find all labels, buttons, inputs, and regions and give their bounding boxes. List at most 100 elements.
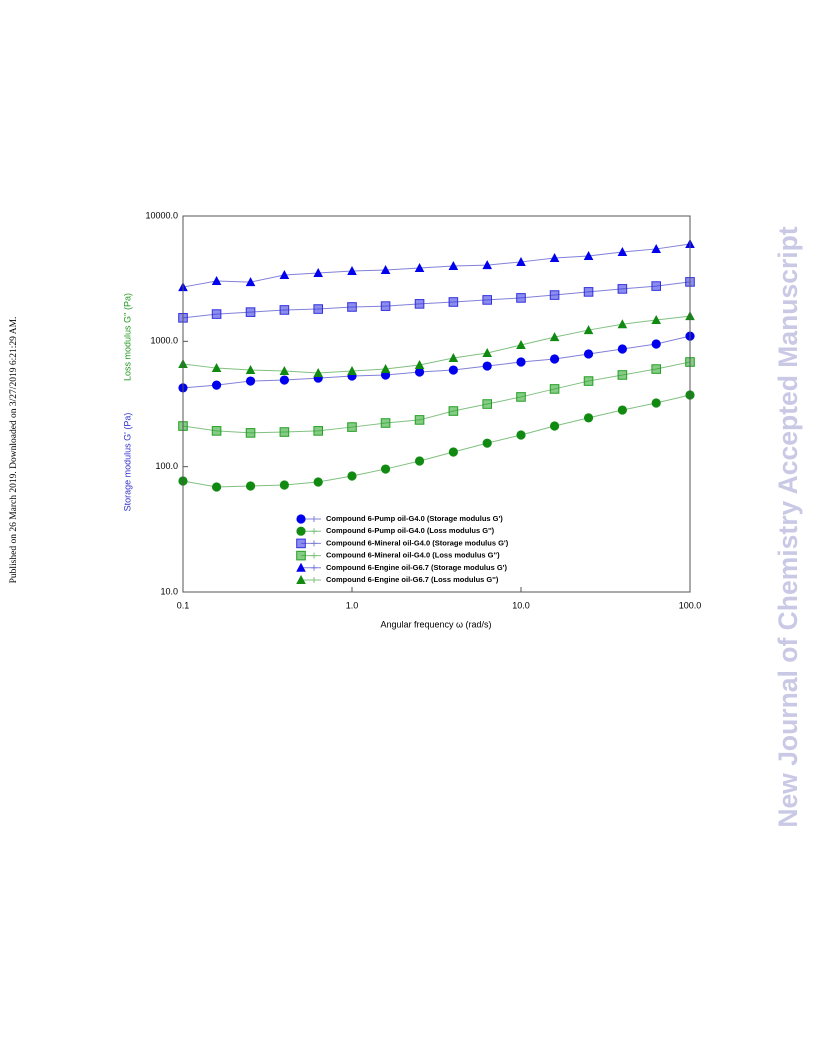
marker bbox=[313, 477, 323, 487]
marker bbox=[245, 277, 256, 287]
marker bbox=[296, 538, 306, 549]
marker bbox=[347, 266, 357, 276]
marker bbox=[617, 247, 628, 257]
marker bbox=[651, 364, 662, 374]
y-tick-label: 1000.0 bbox=[150, 336, 178, 346]
y-axis-title-secondary: Loss modulus G'' (Pa) bbox=[122, 293, 132, 381]
marker bbox=[414, 262, 425, 272]
marker bbox=[448, 406, 459, 416]
marker bbox=[296, 562, 306, 572]
legend-label: Compound 6-Mineral oil-G4.0 (Storage mod… bbox=[326, 538, 509, 547]
marker bbox=[549, 384, 560, 394]
series-line bbox=[182, 243, 691, 288]
legend-label: Compound 6-Engine oil-G6.7 (Storage modu… bbox=[326, 563, 507, 572]
marker bbox=[549, 332, 560, 342]
marker bbox=[296, 575, 306, 584]
marker bbox=[583, 349, 594, 359]
legend-label: Compound 6-Mineral oil-G4.0 (Loss modulu… bbox=[326, 551, 500, 560]
series-line bbox=[182, 315, 691, 374]
marker bbox=[279, 305, 290, 315]
marker bbox=[482, 260, 493, 270]
watermark: New Journal of Chemistry Accepted Manusc… bbox=[773, 226, 803, 827]
legend-plus bbox=[311, 540, 317, 547]
marker bbox=[617, 319, 628, 329]
marker bbox=[651, 398, 661, 408]
y-tick-label: 100.0 bbox=[155, 461, 178, 471]
marker bbox=[380, 301, 391, 311]
marker bbox=[448, 365, 458, 375]
marker bbox=[583, 325, 594, 335]
marker bbox=[617, 405, 627, 415]
marker bbox=[245, 428, 256, 438]
marker bbox=[448, 261, 459, 271]
marker bbox=[651, 314, 662, 324]
marker bbox=[448, 353, 459, 363]
marker bbox=[279, 365, 290, 375]
marker bbox=[482, 399, 493, 409]
legend: Compound 6-Pump oil-G4.0 (Storage modulu… bbox=[296, 514, 509, 584]
marker bbox=[549, 354, 560, 364]
x-tick-label: 1.0 bbox=[346, 600, 359, 610]
marker bbox=[211, 275, 222, 285]
marker bbox=[516, 339, 526, 349]
marker bbox=[651, 339, 661, 349]
marker bbox=[448, 447, 458, 457]
marker bbox=[516, 392, 526, 402]
marker bbox=[583, 413, 594, 423]
legend-label: Compound 6-Pump oil-G4.0 (Loss modulus G… bbox=[326, 526, 495, 535]
marker bbox=[414, 415, 425, 425]
series-line bbox=[182, 394, 691, 488]
marker bbox=[211, 363, 222, 373]
x-axis-title: Angular frequency ω (rad/s) bbox=[380, 619, 491, 629]
marker bbox=[347, 471, 357, 481]
marker bbox=[414, 456, 425, 466]
marker bbox=[583, 250, 594, 260]
marker bbox=[414, 367, 425, 377]
marker bbox=[313, 426, 324, 436]
marker bbox=[279, 480, 289, 490]
legend-label: Compound 6-Pump oil-G4.0 (Storage modulu… bbox=[326, 514, 503, 523]
marker bbox=[279, 427, 290, 437]
marker bbox=[549, 253, 560, 263]
plot-frame bbox=[182, 215, 691, 593]
marker bbox=[482, 348, 493, 358]
marker bbox=[211, 426, 222, 436]
marker bbox=[279, 375, 289, 385]
x-tick-label: 0.1 bbox=[177, 600, 190, 610]
y-axis-title: Storage modulus G' (Pa) bbox=[122, 413, 132, 512]
marker bbox=[245, 376, 256, 386]
marker bbox=[583, 376, 594, 386]
marker bbox=[347, 365, 357, 375]
marker bbox=[380, 364, 391, 374]
y-tick-label: 10.0 bbox=[160, 586, 178, 596]
marker bbox=[211, 482, 222, 492]
marker bbox=[617, 344, 627, 354]
legend-plus bbox=[311, 516, 317, 522]
legend-label: Compound 6-Engine oil-G6.7 (Loss modulus… bbox=[326, 575, 499, 584]
marker bbox=[448, 297, 459, 307]
marker bbox=[549, 290, 560, 300]
marker bbox=[516, 430, 526, 440]
marker bbox=[296, 526, 306, 536]
series-line bbox=[182, 361, 691, 434]
side-note: Published on 26 March 2019. Downloaded o… bbox=[9, 317, 19, 584]
marker bbox=[482, 361, 492, 371]
marker bbox=[245, 307, 256, 317]
marker bbox=[313, 367, 324, 377]
marker bbox=[296, 550, 306, 561]
marker bbox=[482, 295, 493, 305]
marker bbox=[380, 264, 391, 274]
plot: 10.0 100.0 1000.0 10000.0 0.1 1.0 10.0 100.0 Com… bbox=[145, 210, 701, 610]
series-line bbox=[182, 335, 691, 389]
marker bbox=[313, 267, 324, 277]
legend-plus bbox=[311, 552, 317, 559]
marker bbox=[651, 281, 662, 291]
marker bbox=[583, 287, 594, 297]
y-tick-label: 10000.0 bbox=[145, 210, 178, 220]
series-line bbox=[182, 281, 691, 319]
marker bbox=[651, 243, 662, 253]
x-tick-label: 10.0 bbox=[512, 600, 530, 610]
marker bbox=[347, 422, 357, 432]
